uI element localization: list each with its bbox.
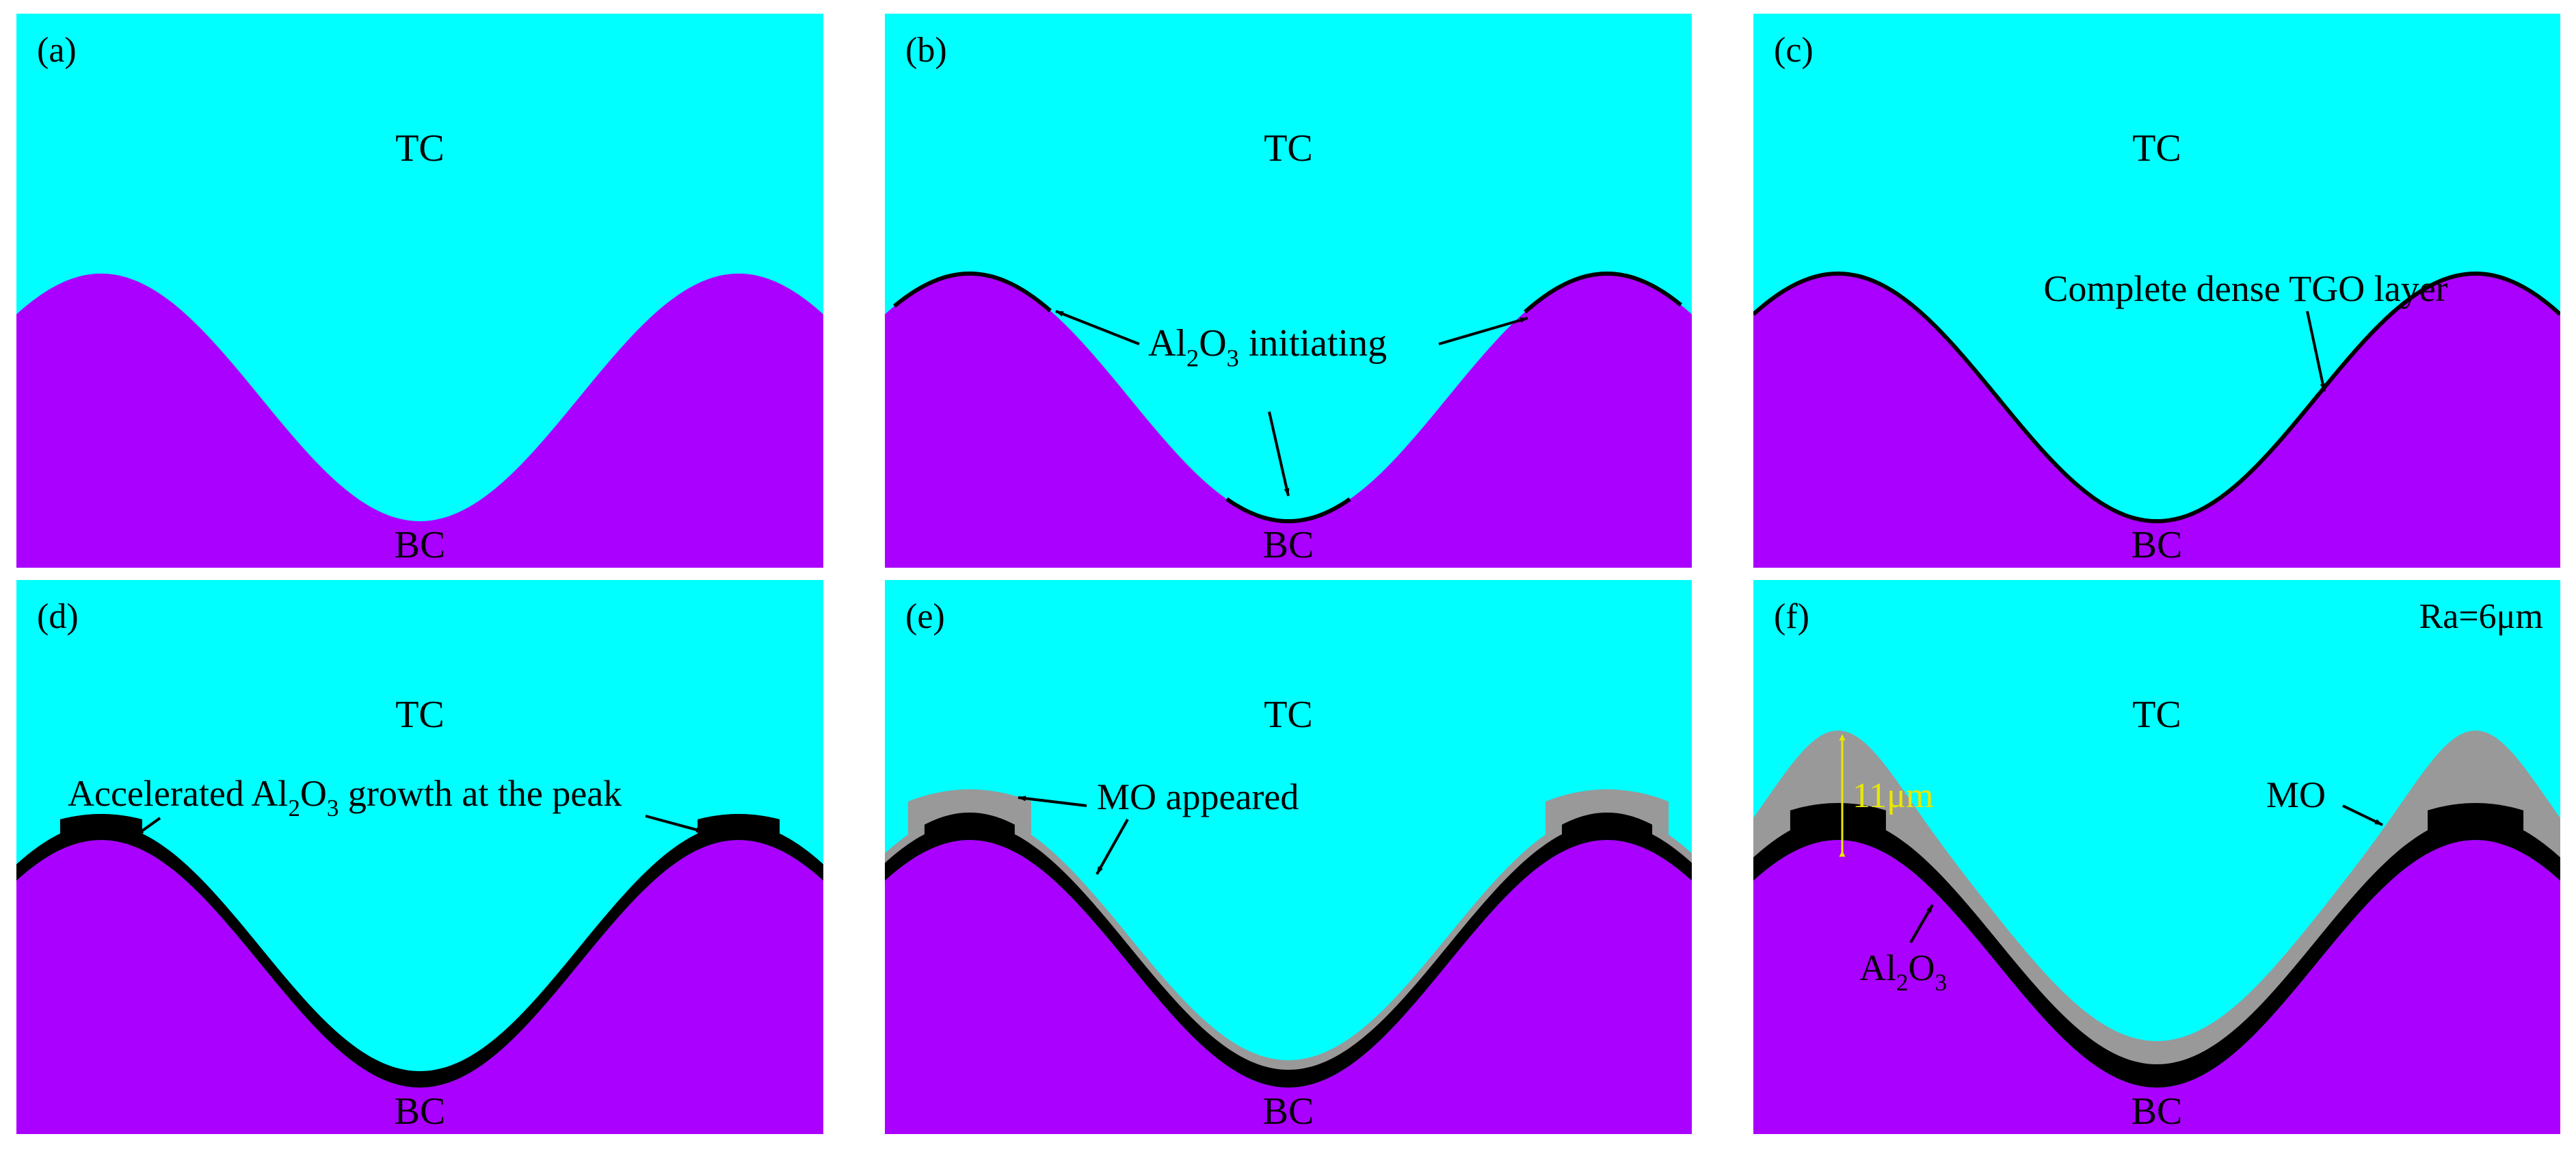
peak-cap-right: [698, 814, 780, 850]
bond-coat-region: [885, 274, 1692, 568]
bond-coat-region: [1753, 840, 2560, 1134]
panel-d: (d) TC BC Accelerated Al2O3 growth at the p…: [16, 580, 823, 1134]
arrow-to-trough: [1268, 411, 1290, 497]
peak-cap-right: [1562, 807, 1653, 852]
panel-label: (d): [37, 597, 79, 636]
arrow-to-mo-cap: [1018, 795, 1087, 807]
bond-coat-region: [885, 840, 1692, 1134]
panel-a: (a) TC BC: [16, 14, 823, 568]
tc-label: TC: [395, 127, 444, 170]
tgo-layer-label: Complete dense TGO layer: [2043, 268, 2447, 309]
bc-label: BC: [395, 1090, 446, 1133]
peak-cap-left: [1790, 803, 1886, 854]
arrow-to-left-cap: [135, 817, 161, 837]
accelerated-growth-label: Accelerated Al2O3 growth at the peak: [68, 773, 622, 821]
al2o3-label: Al2O3: [1859, 947, 1947, 996]
mo-cap: [907, 789, 1031, 835]
annotation-part-main: Al: [1148, 322, 1186, 365]
annotation-part-sub2: 3: [1935, 969, 1948, 996]
al2o3-nucleus: [893, 272, 1052, 313]
annotation-part-sub2: 3: [327, 795, 339, 821]
bond-coat-region: [1753, 274, 2560, 568]
panel-label: (e): [905, 597, 945, 636]
panel-e: (e) TC BC MO appeared: [885, 580, 1692, 1134]
arrow-to-mo-layer: [1096, 819, 1129, 875]
tc-label: TC: [2132, 127, 2181, 170]
annotation-part-pre: Accelerated Al: [68, 773, 288, 814]
al2o3-initiating-label: Al2O3 initiating: [1148, 322, 1387, 372]
bond-coat-region: [16, 274, 823, 568]
annotation-part-tail: growth at the peak: [338, 773, 622, 814]
annotation-part-mid: O: [1909, 947, 1935, 988]
annotation-part-tail: initiating: [1239, 322, 1387, 365]
annotation-part-sub1: 2: [288, 795, 300, 821]
dense-tgo-layer: [1753, 271, 2560, 523]
tc-label: TC: [1264, 694, 1313, 736]
bc-label: BC: [1263, 524, 1314, 566]
annotation-part-mid: O: [1199, 322, 1226, 365]
bc-label: BC: [1263, 1090, 1314, 1133]
arrow-to-right-cap: [645, 815, 704, 833]
annotation-part-sub2: 3: [1227, 345, 1239, 372]
al2o3-nucleus: [1524, 271, 1682, 314]
panel-f: (f) TC BC Ra=6μm 11μm MO Al2O3: [1753, 580, 2560, 1134]
arrow-to-mo: [2342, 804, 2383, 826]
panel-label: (a): [37, 31, 77, 70]
mo-label: MO: [2266, 774, 2326, 815]
mo-layer: [1753, 731, 2560, 1068]
tc-label: TC: [395, 694, 444, 736]
annotation-part-sub1: 2: [1896, 969, 1909, 996]
mo-appeared-label: MO appeared: [1097, 776, 1299, 817]
mo-cap: [1545, 789, 1669, 835]
arrow-to-left-peak: [1055, 310, 1140, 345]
annotation-part-mid: O: [300, 773, 327, 814]
tc-label: TC: [1264, 127, 1313, 170]
thickness-value: 11μm: [1853, 776, 1933, 815]
annotation-part-main: Al: [1859, 947, 1896, 988]
panel-b: (b) TC BC Al2O3 initiating: [885, 14, 1692, 568]
panel-label: (f): [1774, 597, 1809, 636]
arrow-to-right-peak: [1438, 317, 1528, 345]
arrow-to-tgo: [2306, 311, 2326, 392]
arrow-to-al2o3: [1909, 904, 1934, 944]
al2o3-nucleus: [1225, 497, 1351, 523]
tc-label: TC: [2132, 694, 2181, 736]
bc-label: BC: [395, 524, 446, 566]
annotation-part-sub1: 2: [1186, 345, 1199, 372]
panel-label: (c): [1774, 31, 1814, 70]
bond-coat-region: [16, 840, 823, 1134]
peak-cap-left: [59, 814, 142, 850]
panel-label: (b): [905, 31, 947, 70]
peak-cap-left: [924, 807, 1015, 852]
panel-c: (c) TC BC Complete dense TGO layer: [1753, 14, 2560, 568]
roughness-label: Ra=6μm: [2419, 597, 2543, 636]
bc-label: BC: [2132, 1090, 2183, 1133]
peak-cap-right: [2428, 803, 2524, 854]
bc-label: BC: [2132, 524, 2183, 566]
